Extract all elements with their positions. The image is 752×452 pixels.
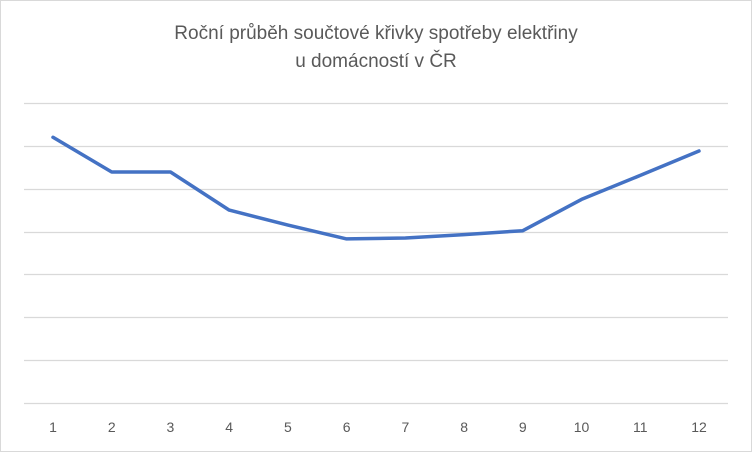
x-tick-label: 8 [460, 419, 468, 435]
chart-title-line-2: u domácností v ČR [295, 51, 457, 72]
x-tick-label: 9 [519, 419, 527, 435]
x-tick-label: 4 [225, 419, 233, 435]
chart-title: Roční průběh součtové křivky spotřeby el… [0, 20, 752, 76]
chart-title-line-1: Roční průběh součtové křivky spotřeby el… [174, 23, 578, 44]
x-tick-label: 5 [284, 419, 292, 435]
series-line [51, 135, 701, 241]
x-tick-label: 6 [343, 419, 351, 435]
x-tick-label: 3 [167, 419, 175, 435]
x-tick-label: 2 [108, 419, 116, 435]
x-tick-label: 1 [49, 419, 57, 435]
x-tick-label: 7 [401, 419, 409, 435]
x-tick-label: 11 [633, 419, 648, 435]
x-tick-label: 12 [691, 419, 707, 435]
x-tick-label: 10 [574, 419, 590, 435]
